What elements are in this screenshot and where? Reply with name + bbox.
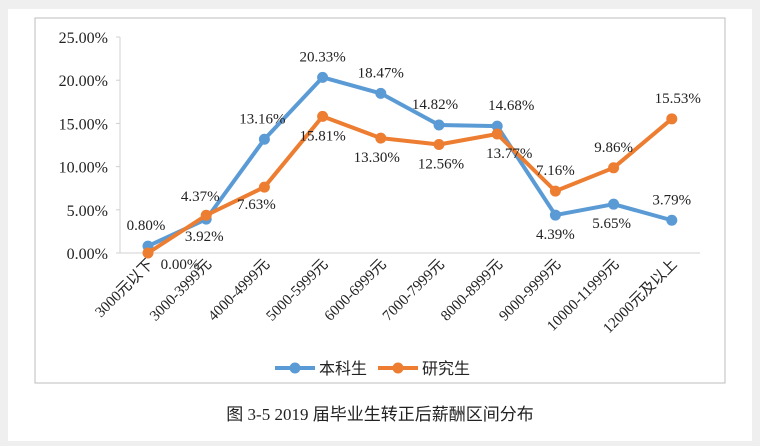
legend-label: 研究生 — [422, 360, 470, 378]
y-tick-label: 5.00% — [67, 203, 108, 220]
data-point — [608, 198, 620, 210]
data-point — [549, 185, 561, 197]
data-label: 14.82% — [412, 97, 458, 113]
y-tick-label: 20.00% — [59, 73, 108, 90]
data-label: 0.80% — [127, 218, 166, 234]
data-label: 4.37% — [181, 189, 220, 205]
data-label: 7.16% — [536, 163, 575, 179]
data-point — [317, 110, 329, 122]
figure-caption: 图 3-5 2019 届毕业生转正后薪酬区间分布 — [226, 405, 534, 424]
data-point — [317, 71, 329, 83]
data-point — [375, 132, 387, 144]
data-point — [258, 133, 270, 145]
data-point — [433, 119, 445, 131]
data-label: 15.53% — [655, 91, 701, 107]
y-tick-label: 25.00% — [59, 30, 108, 47]
data-label: 13.77% — [486, 146, 532, 162]
data-label: 14.68% — [488, 98, 534, 114]
data-label: 0.00% — [161, 257, 200, 273]
data-label: 5.65% — [592, 216, 631, 232]
data-point — [608, 162, 620, 174]
data-point — [666, 214, 678, 226]
y-tick-label: 0.00% — [67, 246, 108, 263]
data-point — [549, 209, 561, 221]
data-point — [375, 87, 387, 99]
data-label: 13.30% — [354, 150, 400, 166]
data-label: 13.16% — [239, 111, 285, 127]
series-line-graduate — [146, 114, 674, 255]
data-label: 3.92% — [185, 229, 224, 245]
data-label: 3.79% — [652, 192, 691, 208]
y-tick-label: 15.00% — [59, 116, 108, 133]
legend-label: 本科生 — [319, 360, 367, 378]
data-label: 4.39% — [536, 227, 575, 243]
data-label: 9.86% — [594, 140, 633, 156]
legend-marker — [289, 362, 301, 374]
series-line-undergraduate — [147, 75, 673, 248]
data-label: 15.81% — [299, 128, 345, 144]
y-tick-label: 10.00% — [59, 160, 108, 177]
legend-marker — [392, 362, 404, 374]
data-point — [666, 113, 678, 125]
data-point — [258, 181, 270, 193]
data-label: 18.47% — [358, 65, 404, 81]
data-label: 12.56% — [418, 156, 464, 172]
data-point — [491, 128, 503, 140]
data-point — [142, 247, 154, 259]
data-label: 20.33% — [299, 49, 345, 65]
data-point — [491, 120, 503, 132]
data-point — [433, 138, 445, 150]
data-label: 7.63% — [237, 197, 276, 213]
data-point — [200, 209, 212, 221]
